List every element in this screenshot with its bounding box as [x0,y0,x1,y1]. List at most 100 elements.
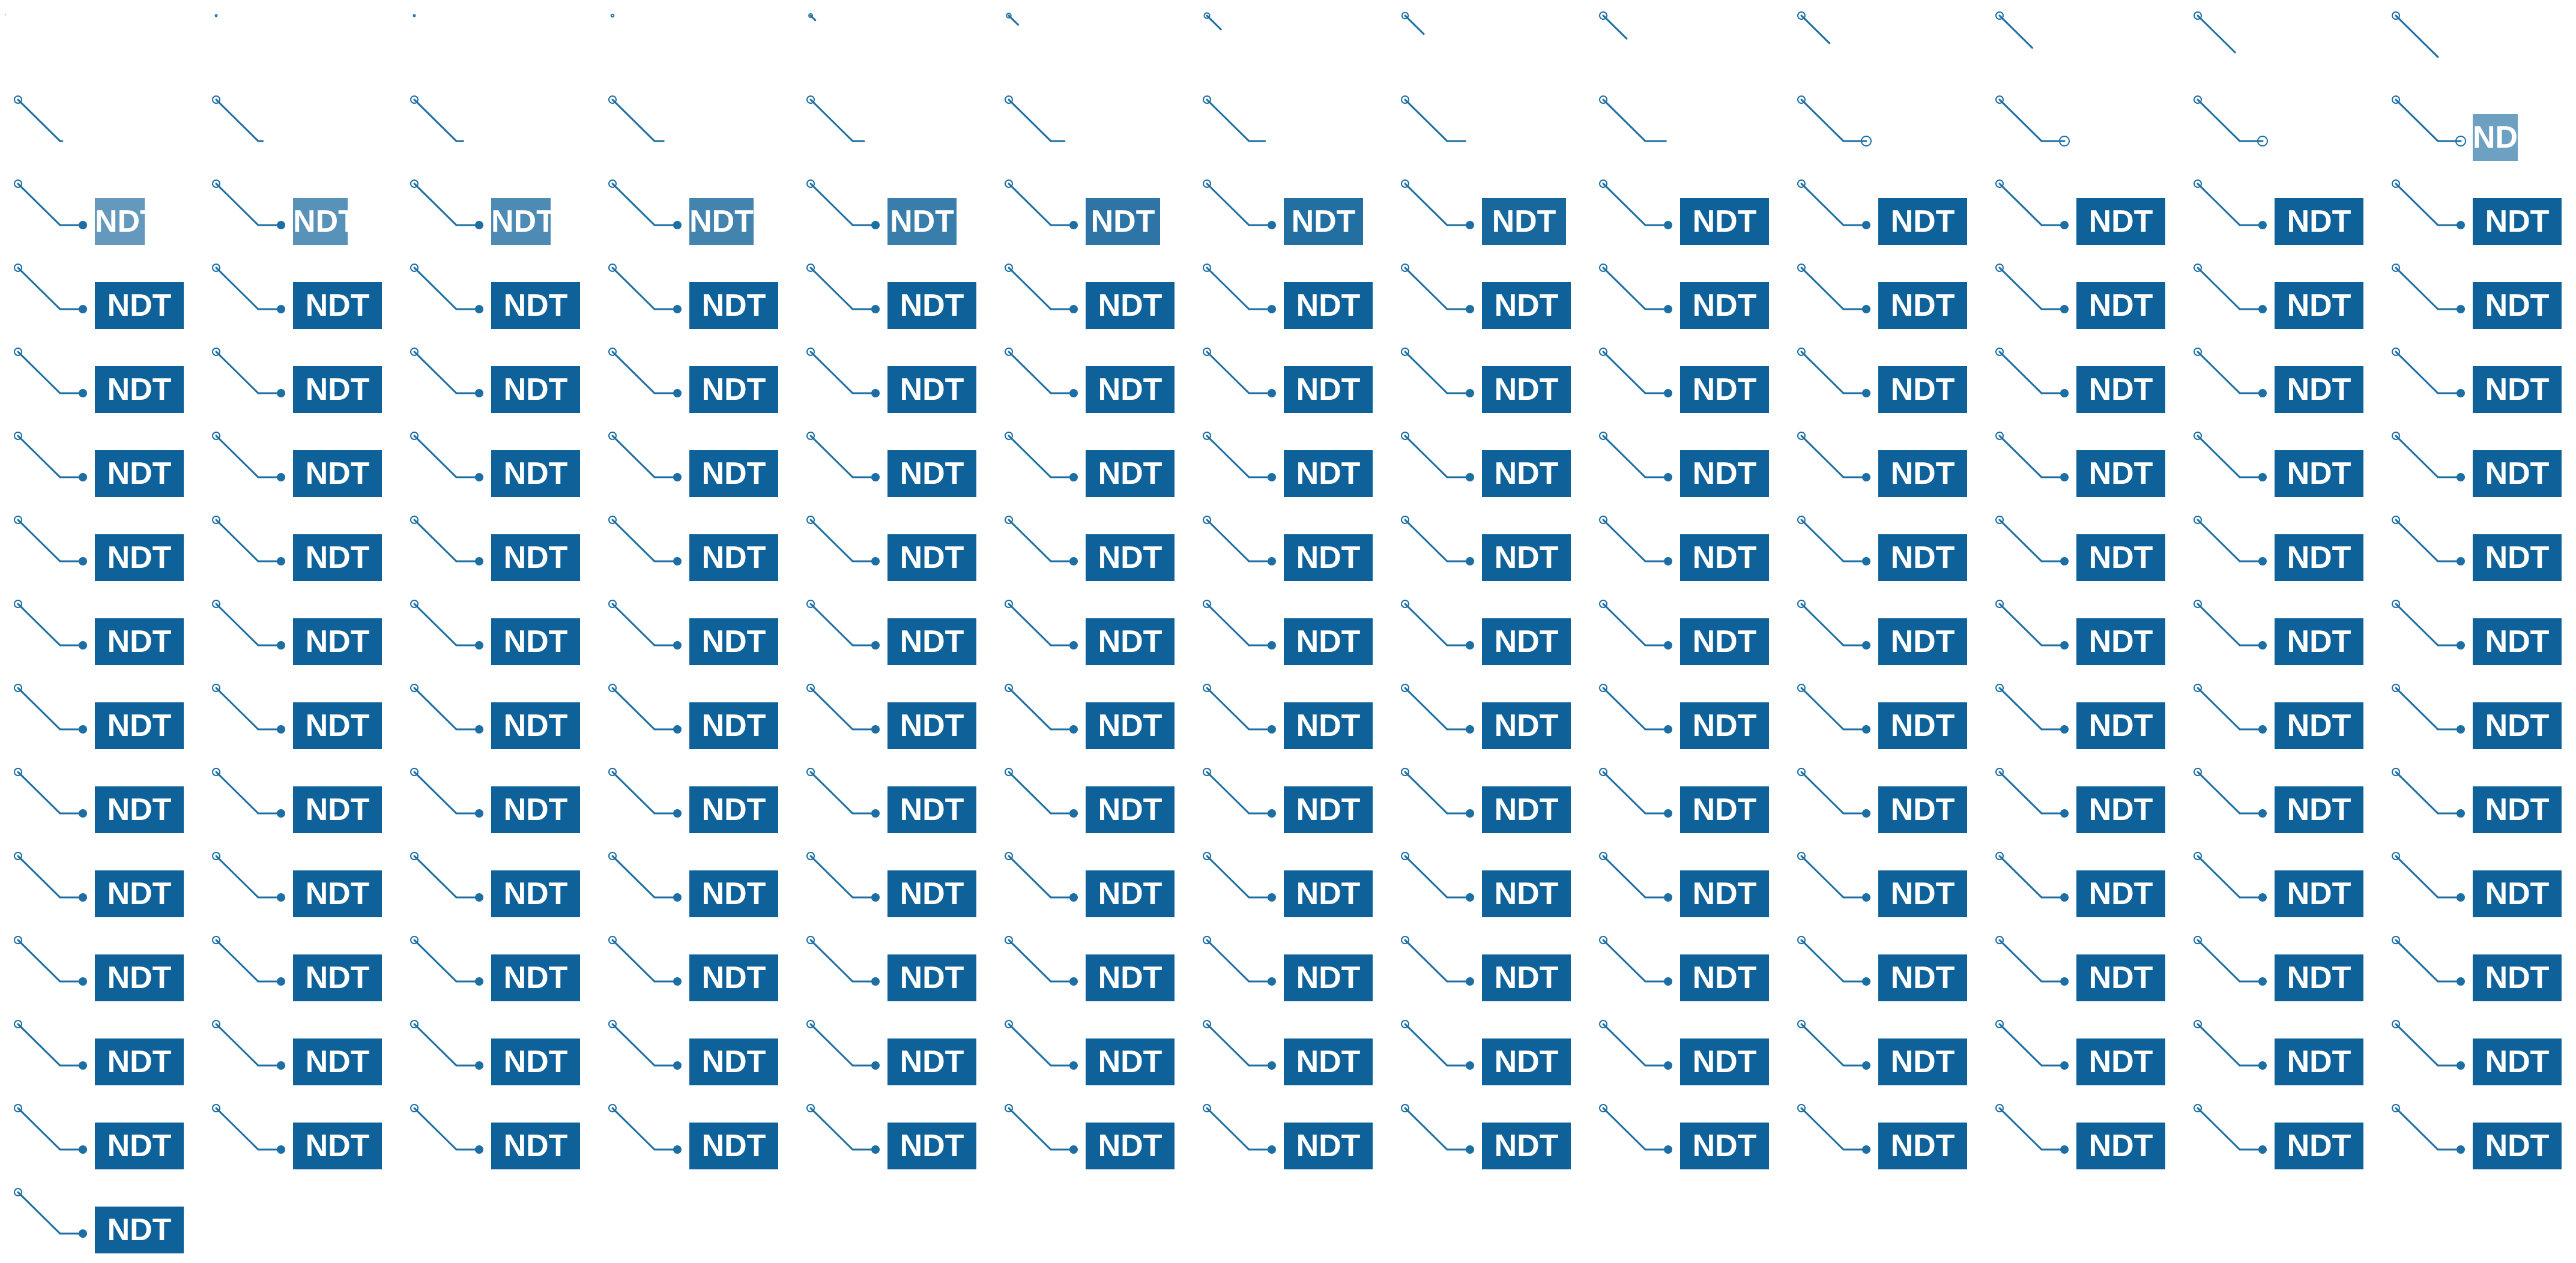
animation-frame: NDT [1193,170,1391,255]
callout-pointer-icon [2392,432,2465,481]
animation-frame: NDT [598,843,796,927]
animation-frame: NDT [1391,423,1589,507]
animation-frame [1985,86,2183,170]
animation-frame: NDT [2381,255,2576,339]
ndt-badge-label: NDT [1890,876,1955,911]
animation-frame [1589,86,1787,170]
callout-pointer-icon [410,1020,483,1070]
animation-frame: NDT [2183,170,2381,255]
animation-frame [1391,2,1589,86]
ndt-badge-label: NDT [1692,708,1757,743]
callout-pointer-icon [1995,936,2069,986]
animation-frame: NDT [400,339,598,423]
animation-frame: NDT [1391,1011,1589,1095]
ndt-badge: NDT [887,450,976,497]
ndt-badge: NDT [887,618,976,665]
ndt-badge: NDT [1680,870,1769,917]
ndt-badge-label: NDT [305,960,370,995]
callout-pointer-icon [1005,179,1078,229]
callout-pointer-icon [1203,1020,1276,1070]
animation-frame [994,86,1193,170]
ndt-badge-label: NDT [293,204,348,239]
ndt-badge-label: NDT [701,1129,766,1163]
ndt-badge: NDT [689,1123,778,1169]
callout-pointer-icon [1995,348,2069,397]
ndt-badge-label: NDT [1098,708,1163,743]
callout-pointer-icon [1203,179,1276,229]
ndt-badge-label: NDT [1098,792,1163,827]
ndt-badge: NDT [1878,366,1967,413]
animation-frame: NDT [994,423,1193,507]
ndt-badge: NDT [1680,1123,1769,1169]
ndt-badge-label: NDT [2088,288,2153,323]
ndt-badge-label: NDT [701,372,766,407]
ndt-badge: NDT [1680,702,1769,749]
ndt-badge: NDT [2473,198,2562,245]
ndt-badge: NDT [1284,702,1373,749]
ndt-badge-label: NDT [1692,792,1757,827]
ndt-badge-label: NDT [1890,792,1955,827]
ndt-badge-label: NDT [1296,792,1361,827]
ndt-badge: NDT [293,366,382,413]
ndt-badge-label: NDT [1296,708,1361,743]
animation-frame: NDT [400,1095,598,1179]
ndt-badge: NDT [1284,534,1373,581]
animation-frame: NDT [994,1011,1193,1095]
callout-pointer-icon [806,684,880,734]
ndt-badge-label: NDT [899,288,964,323]
callout-pointer-icon [610,13,615,18]
callout-pointer-icon [608,1020,682,1070]
animation-frame: NDT [2381,591,2576,675]
ndt-badge-label: NDT [899,624,964,659]
ndt-badge-label: NDT [2088,1129,2153,1163]
ndt-badge: NDT [887,1038,976,1085]
ndt-badge-label: NDT [107,624,172,659]
ndt-badge-label: NDT [1296,372,1361,407]
callout-pointer-icon [14,432,87,481]
animation-frame: NDT [400,170,598,255]
animation-frame: NDT [2381,675,2576,759]
animation-frame: NDT [1391,927,1589,1011]
callout-pointer-icon [2392,852,2465,902]
ndt-badge-label: NDT [1890,960,1955,995]
animation-frame: NDT [994,170,1193,255]
ndt-badge: NDT [1482,1123,1571,1169]
callout-pointer-icon [806,179,880,229]
ndt-badge: NDT [1086,786,1175,833]
ndt-badge-label: NDT [1494,792,1559,827]
ndt-badge-label: NDT [491,204,551,239]
callout-pointer-icon [1995,264,2069,313]
ndt-badge-label: NDT [107,960,172,995]
ndt-badge-label: NDT [503,540,568,575]
callout-pointer-icon [2392,11,2439,58]
ndt-badge-label: NDT [2485,1129,2550,1163]
callout-pointer-icon [1995,852,2069,902]
animation-frame: NDT [1985,1011,2183,1095]
animation-frame: NDT [1589,170,1787,255]
animation-frame: NDT [1391,339,1589,423]
animation-frame: NDT [1589,1011,1787,1095]
ndt-badge-label: NDT [1494,708,1559,743]
ndt-badge-label: NDT [1890,1129,1955,1163]
callout-pointer-icon [608,684,682,734]
ndt-badge-label: NDT [305,540,370,575]
animation-frame: NDT [994,927,1193,1011]
ndt-badge: NDT [1878,1123,1967,1169]
callout-pointer-icon [608,516,682,565]
ndt-badge-label: NDT [689,204,754,239]
ndt-badge: NDT [2275,786,2363,833]
animation-frame: NDT [202,843,400,927]
callout-pointer-icon [2194,179,2267,229]
animation-frame: NDT [1193,423,1391,507]
ndt-badge-label: NDT [503,1129,568,1163]
callout-pointer-icon [410,516,483,565]
animation-frame: NDT [2183,423,2381,507]
ndt-badge: NDT [1284,366,1373,413]
animation-frame: NDT [796,1095,994,1179]
ndt-badge: NDT [2076,1038,2165,1085]
animation-frame: NDT [2183,507,2381,591]
callout-pointer-icon [212,1104,285,1154]
animation-frame: NDT [400,507,598,591]
callout-pointer-icon [1203,516,1276,565]
ndt-badge-label: NDT [1494,876,1559,911]
